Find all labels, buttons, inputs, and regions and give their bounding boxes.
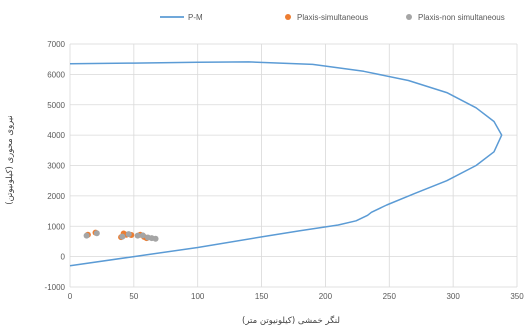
x-axis-title: لنگر خمشی (کیلونیوتن متر) [242, 315, 340, 326]
y-tick-label: 4000 [47, 131, 65, 140]
series-line-pm [69, 61, 503, 267]
legend-swatch-simultaneous [285, 14, 291, 20]
legend-swatch-non-simultaneous [406, 14, 412, 20]
y-tick-label: 7000 [47, 40, 65, 49]
y-tick-label: 3000 [47, 162, 65, 171]
legend-label: Plaxis-simultaneous [297, 13, 368, 22]
y-tick-label: 0 [61, 253, 66, 262]
grid [69, 43, 518, 288]
x-tick-label: 350 [510, 292, 524, 301]
x-tick-label: 0 [68, 292, 73, 301]
y-axis-title: نیروی محوری (کیلونیوتن) [5, 115, 15, 205]
point-plaxis-non-simultaneous [83, 232, 90, 239]
y-tick-label: -1000 [45, 283, 66, 292]
y-tick-label: 1000 [47, 222, 65, 231]
legend-label: Plaxis-non simultaneous [418, 13, 505, 22]
series-layer [69, 61, 503, 267]
point-plaxis-non-simultaneous [134, 232, 141, 239]
x-tick-label: 50 [129, 292, 138, 301]
x-tick-label: 300 [446, 292, 460, 301]
x-tick-label: 200 [319, 292, 333, 301]
x-tick-label: 100 [191, 292, 205, 301]
point-plaxis-non-simultaneous [125, 231, 132, 238]
point-plaxis-non-simultaneous [152, 235, 159, 242]
y-tick-label: 2000 [47, 192, 65, 201]
x-tick-label: 250 [383, 292, 397, 301]
legend-label: P-M [188, 13, 203, 22]
point-plaxis-non-simultaneous [139, 232, 146, 239]
legend: P-M Plaxis-simultaneous Plaxis-non simulta… [160, 13, 505, 22]
y-tick-label: 6000 [47, 70, 65, 79]
point-plaxis-non-simultaneous [119, 233, 126, 240]
x-tick-label: 150 [255, 292, 269, 301]
point-plaxis-non-simultaneous [93, 230, 100, 237]
y-tick-label: 5000 [47, 101, 65, 110]
